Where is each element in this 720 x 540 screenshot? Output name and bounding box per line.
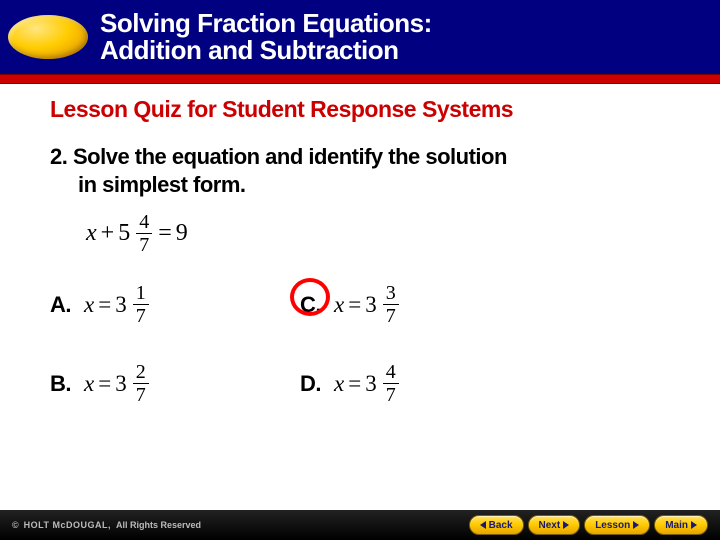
nav-button-group: Back Next Lesson Main	[469, 515, 708, 535]
lesson-button[interactable]: Lesson	[584, 515, 650, 535]
copyright-brand: HOLT McDOUGAL,	[24, 520, 111, 530]
answer-fraction: 1 7	[133, 283, 149, 326]
eq-rhs: 9	[176, 220, 188, 247]
answer-grid: A. x = 3 1 7 C. x = 3 3 7	[50, 283, 690, 405]
header-title: Solving Fraction Equations: Addition and…	[100, 10, 432, 65]
main-arrow-icon	[691, 521, 697, 529]
next-button[interactable]: Next	[528, 515, 581, 535]
eq-frac-num: 4	[136, 212, 152, 234]
slide-footer: © HOLT McDOUGAL, All Rights Reserved Bac…	[0, 510, 720, 540]
eq-fraction: 4 7	[136, 212, 152, 255]
answer-fraction: 3 7	[383, 283, 399, 326]
question-line1: Solve the equation and identify the solu…	[73, 144, 507, 169]
header-divider-bar	[0, 74, 720, 84]
answer-equation: x = 3 4 7	[334, 362, 401, 405]
quiz-heading: Lesson Quiz for Student Response Systems	[50, 96, 690, 123]
answer-fraction: 2 7	[133, 362, 149, 405]
eq-whole: 5	[118, 220, 130, 247]
answer-label: D.	[300, 371, 326, 397]
main-button[interactable]: Main	[654, 515, 708, 535]
question-number: 2.	[50, 144, 67, 169]
copyright-text: © HOLT McDOUGAL, All Rights Reserved	[12, 520, 201, 530]
eq-equals: =	[158, 220, 172, 247]
answer-choice-a[interactable]: A. x = 3 1 7	[50, 283, 300, 326]
eq-var: x	[86, 220, 97, 247]
main-equation: x + 5 4 7 = 9	[86, 212, 690, 255]
header-logo-oval	[8, 15, 88, 59]
eq-op: +	[101, 220, 115, 247]
answer-label: C.	[300, 292, 326, 318]
eq-frac-den: 7	[136, 234, 152, 255]
answer-label: A.	[50, 292, 76, 318]
copyright-rights: All Rights Reserved	[116, 520, 201, 530]
lesson-label: Lesson	[595, 520, 630, 531]
slide-header: Solving Fraction Equations: Addition and…	[0, 0, 720, 74]
header-title-line2: Addition and Subtraction	[100, 37, 432, 64]
answer-choice-b[interactable]: B. x = 3 2 7	[50, 362, 300, 405]
back-button[interactable]: Back	[469, 515, 524, 535]
answer-label: B.	[50, 371, 76, 397]
answer-choice-c[interactable]: C. x = 3 3 7	[300, 283, 550, 326]
slide-content: Lesson Quiz for Student Response Systems…	[0, 84, 720, 405]
question-line2: in simplest form.	[50, 171, 690, 199]
question-text: 2. Solve the equation and identify the s…	[50, 143, 690, 198]
lesson-arrow-icon	[633, 521, 639, 529]
answer-fraction: 4 7	[383, 362, 399, 405]
next-arrow-icon	[563, 521, 569, 529]
answer-choice-d[interactable]: D. x = 3 4 7	[300, 362, 550, 405]
answer-equation: x = 3 3 7	[334, 283, 401, 326]
main-label: Main	[665, 520, 688, 531]
answer-equation: x = 3 2 7	[84, 362, 151, 405]
answer-equation: x = 3 1 7	[84, 283, 151, 326]
header-title-line1: Solving Fraction Equations:	[100, 10, 432, 37]
back-arrow-icon	[480, 521, 486, 529]
back-label: Back	[489, 520, 513, 531]
next-label: Next	[539, 520, 561, 531]
copyright-symbol: ©	[12, 520, 19, 530]
